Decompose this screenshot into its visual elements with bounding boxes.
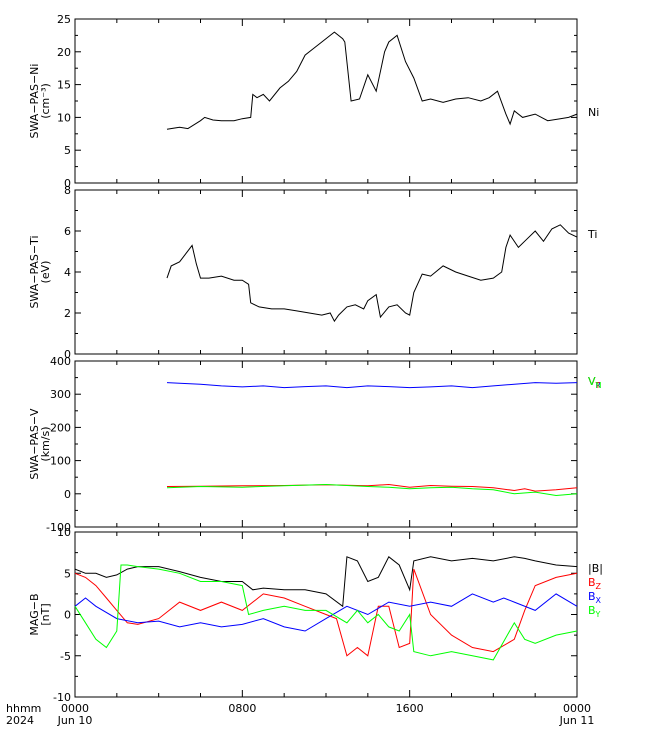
panel-1-ytick-label: 15 — [57, 79, 71, 92]
panel-1-ylabel: (cm⁻³) — [39, 83, 52, 119]
x-tick-label: 0000 — [61, 702, 89, 715]
x-tick-label: 0800 — [228, 702, 256, 715]
panel-3-ytick-label: 300 — [50, 388, 71, 401]
panel-4-legend-entry: |B| — [588, 562, 603, 575]
x-tick-label: 0000 — [563, 702, 591, 715]
panel-1-ytick-label: 25 — [57, 13, 71, 26]
panel-1-ytick-label: 0 — [64, 177, 71, 190]
panel-3-legend-entry: VT — [588, 375, 601, 390]
panel-3-ylabel: (km/s) — [39, 426, 52, 461]
panel-4-legend-entry: BX — [588, 590, 602, 605]
panel-4-ytick-label: -10 — [53, 691, 71, 704]
panel-3-series-v-r — [166, 382, 578, 389]
panel-1-ytick-label: 5 — [64, 144, 71, 157]
panel-4-series-b-z — [74, 568, 578, 657]
panel-3-ytick-label: 100 — [50, 455, 71, 468]
panel-2-series-ti — [166, 224, 578, 323]
x-tick-date-label: Jun 11 — [559, 714, 595, 727]
panel-1-ytick-label: 20 — [57, 46, 71, 59]
panel-1-frame — [74, 18, 578, 184]
panel-4-ytick-label: 0 — [64, 609, 71, 622]
panel-4-series-b-y — [74, 564, 578, 661]
panel-3-ytick-label: -100 — [46, 521, 71, 534]
x-tick-label: 1600 — [396, 702, 424, 715]
panel-4-legend-entry: BY — [588, 604, 601, 619]
x-axis-row-label: hhmm — [6, 702, 41, 715]
panel-4-ytick-label: 5 — [64, 567, 71, 580]
panel-2-ytick-label: 2 — [64, 307, 71, 320]
panel-3-legend-entry: VR — [588, 375, 602, 390]
panel-4-ylabel: [nT] — [39, 603, 52, 625]
panel-1-ytick-label: 10 — [57, 111, 71, 124]
panel-3-series-v-n — [166, 483, 578, 497]
panel-4-ylabel: MAG−B — [28, 593, 41, 635]
panel-3-ylabel: SWA−PAS−V — [28, 408, 41, 480]
panel-4-series-b-x — [74, 593, 578, 632]
panel-3-series-v-t — [166, 483, 578, 492]
panel-2-ytick-label: 4 — [64, 266, 71, 279]
panel-4-series--b- — [74, 556, 578, 608]
panel-2-ytick-label: 8 — [64, 184, 71, 197]
panel-4-ytick-label: -5 — [60, 650, 71, 663]
panel-3-legend-entry: VN — [588, 375, 602, 390]
panel-2-ylabel: (eV) — [39, 261, 52, 284]
panel-4-legend-entry: BZ — [588, 576, 602, 591]
panel-1-series-ni — [166, 31, 578, 130]
panel-4-ytick-label: 10 — [57, 526, 71, 539]
panel-2-ylabel: SWA−PAS−Ti — [28, 235, 41, 308]
panel-2-legend-entry: Ti — [587, 228, 597, 241]
x-axis-year-label: 2024 — [6, 714, 34, 727]
panel-2-ytick-label: 0 — [64, 348, 71, 361]
panel-3-ytick-label: 400 — [50, 355, 71, 368]
x-tick-date-label: Jun 10 — [57, 714, 93, 727]
panel-2-ytick-label: 6 — [64, 225, 71, 238]
panel-3-ytick-label: 0 — [64, 488, 71, 501]
panel-3-ytick-label: 200 — [50, 421, 71, 434]
panel-1-legend-entry: Ni — [588, 106, 599, 119]
panel-1-ylabel: SWA−PAS−Ni — [28, 64, 41, 139]
